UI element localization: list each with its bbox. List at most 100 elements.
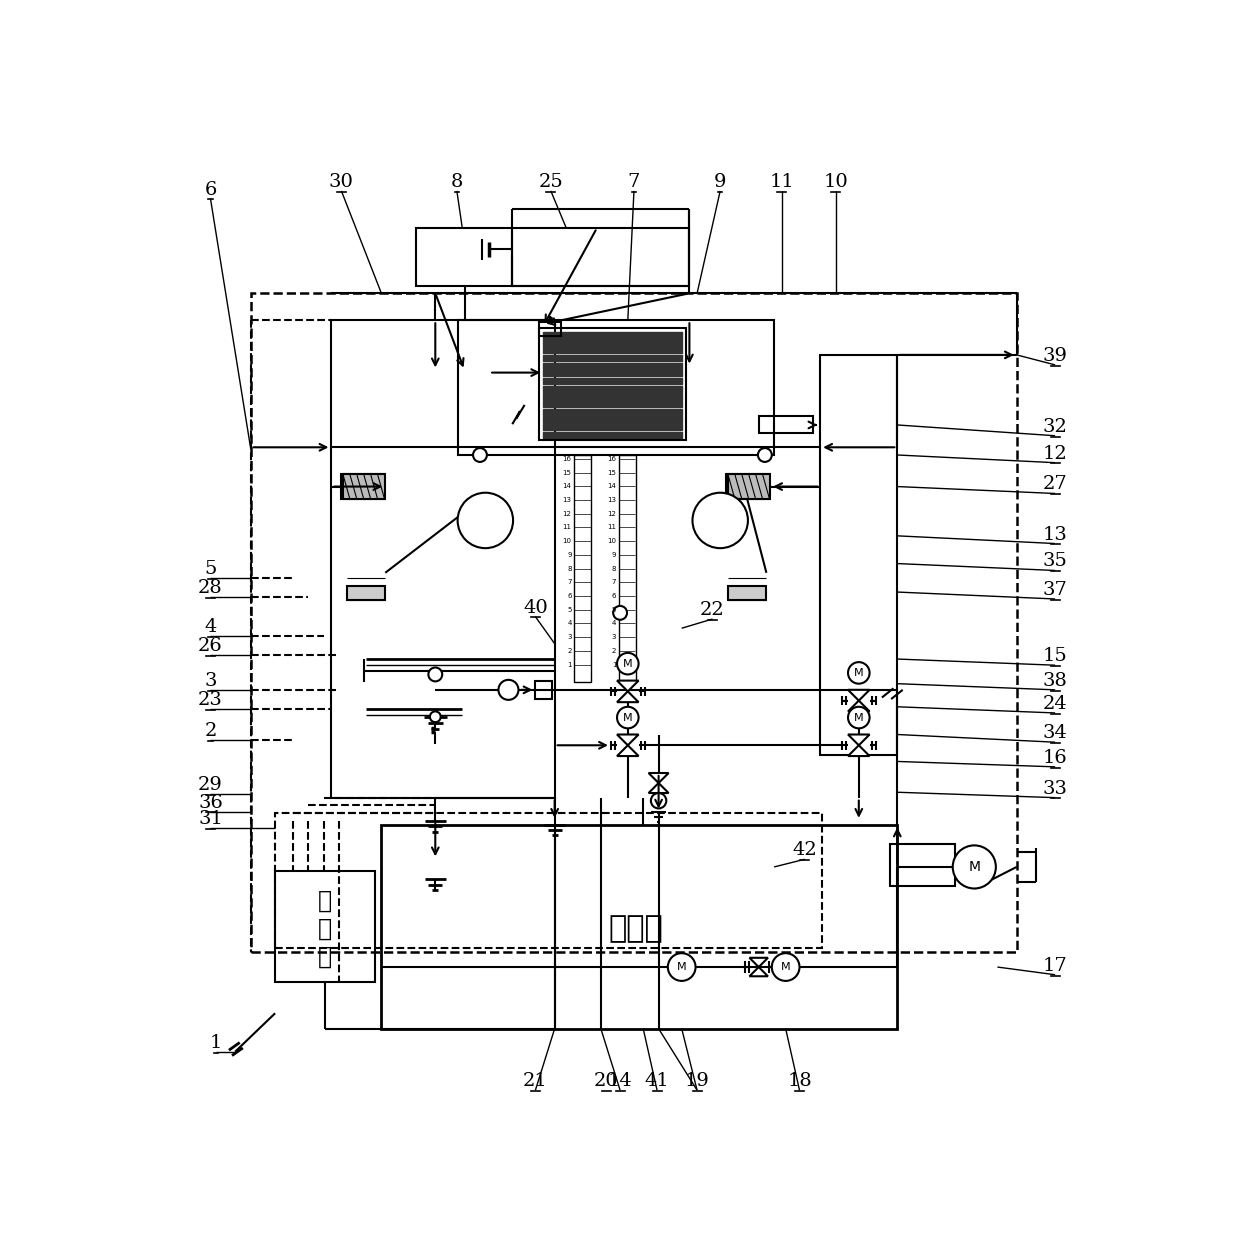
Text: 26: 26 — [198, 637, 223, 655]
Text: 3: 3 — [611, 634, 616, 640]
Text: M: M — [968, 860, 981, 874]
Text: 13: 13 — [1043, 525, 1068, 543]
Circle shape — [758, 447, 771, 461]
Text: 17: 17 — [1043, 957, 1068, 974]
Text: 31: 31 — [198, 811, 223, 828]
Text: 8: 8 — [611, 566, 616, 572]
Circle shape — [498, 680, 518, 700]
Text: 33: 33 — [1043, 779, 1068, 798]
Circle shape — [952, 846, 996, 889]
Polygon shape — [649, 773, 668, 783]
Text: 40: 40 — [523, 598, 548, 617]
Text: M: M — [854, 713, 863, 723]
Text: M: M — [677, 962, 687, 972]
Text: 16: 16 — [1043, 749, 1068, 767]
Text: 41: 41 — [645, 1072, 670, 1090]
Text: 7: 7 — [611, 579, 616, 586]
Text: 34: 34 — [1043, 724, 1068, 742]
Polygon shape — [749, 967, 768, 977]
Polygon shape — [618, 734, 639, 745]
Text: 1: 1 — [611, 661, 616, 667]
Bar — [275, 813, 822, 948]
Text: 3: 3 — [205, 671, 217, 690]
Text: 10: 10 — [563, 538, 572, 544]
Circle shape — [651, 793, 666, 808]
Text: 15: 15 — [608, 470, 616, 475]
Circle shape — [771, 953, 800, 980]
Bar — [574, 455, 590, 683]
Bar — [539, 328, 686, 440]
Text: 2: 2 — [567, 647, 572, 654]
Text: 6: 6 — [567, 593, 572, 600]
Text: 11: 11 — [770, 173, 794, 191]
Text: 42: 42 — [792, 841, 817, 860]
Text: 6: 6 — [611, 593, 616, 600]
Text: 16: 16 — [563, 456, 572, 461]
Text: 控
制
器: 控 制 器 — [319, 889, 332, 968]
Text: 20: 20 — [594, 1072, 619, 1090]
Polygon shape — [649, 783, 668, 793]
Text: 1: 1 — [210, 1033, 222, 1052]
Polygon shape — [848, 734, 869, 745]
Text: 4: 4 — [611, 621, 616, 626]
Text: 29: 29 — [198, 776, 223, 793]
Bar — [536, 680, 552, 699]
Circle shape — [692, 493, 748, 548]
Text: 10: 10 — [823, 173, 848, 191]
Text: 12: 12 — [608, 510, 616, 517]
Text: 13: 13 — [608, 497, 616, 503]
Text: 37: 37 — [1043, 581, 1068, 600]
Text: 21: 21 — [523, 1072, 548, 1090]
Polygon shape — [848, 700, 869, 711]
Text: 19: 19 — [684, 1072, 709, 1090]
Circle shape — [618, 652, 639, 675]
Bar — [512, 228, 689, 285]
Bar — [382, 825, 898, 1028]
Bar — [619, 455, 635, 683]
Text: 9: 9 — [714, 173, 727, 191]
Text: 15: 15 — [1043, 647, 1068, 665]
Text: 24: 24 — [1043, 695, 1068, 713]
Bar — [343, 474, 386, 499]
Text: 23: 23 — [198, 691, 223, 709]
Text: 4: 4 — [205, 618, 217, 636]
Polygon shape — [749, 958, 768, 967]
Text: 5: 5 — [205, 561, 217, 578]
Circle shape — [428, 667, 443, 681]
Bar — [417, 228, 512, 285]
Text: 3: 3 — [567, 634, 572, 640]
Text: 14: 14 — [563, 483, 572, 489]
Text: 15: 15 — [563, 470, 572, 475]
Bar — [250, 293, 1017, 952]
Text: 28: 28 — [198, 579, 223, 597]
Text: 35: 35 — [1043, 553, 1068, 571]
Bar — [728, 586, 766, 600]
Polygon shape — [618, 680, 639, 691]
Text: M: M — [781, 962, 790, 972]
Text: 7: 7 — [627, 173, 640, 191]
Text: 7: 7 — [567, 579, 572, 586]
Bar — [728, 474, 770, 499]
Text: 12: 12 — [563, 510, 572, 517]
Polygon shape — [848, 745, 869, 755]
Circle shape — [430, 711, 440, 723]
Circle shape — [848, 662, 869, 684]
Text: 14: 14 — [608, 1072, 632, 1090]
Text: 1: 1 — [567, 661, 572, 667]
Text: 25: 25 — [538, 173, 563, 191]
Circle shape — [458, 493, 513, 548]
Circle shape — [848, 706, 869, 728]
Text: 2: 2 — [205, 722, 217, 740]
Text: 38: 38 — [1043, 671, 1068, 690]
Text: 14: 14 — [608, 483, 616, 489]
Text: 39: 39 — [1043, 347, 1068, 365]
Bar — [727, 474, 769, 499]
Text: 6: 6 — [205, 181, 217, 199]
Text: 8: 8 — [567, 566, 572, 572]
Text: 发动机: 发动机 — [608, 914, 663, 943]
Bar — [275, 871, 376, 983]
Text: 30: 30 — [329, 173, 353, 191]
Bar — [759, 416, 812, 434]
Polygon shape — [618, 745, 639, 755]
Bar — [889, 843, 955, 886]
